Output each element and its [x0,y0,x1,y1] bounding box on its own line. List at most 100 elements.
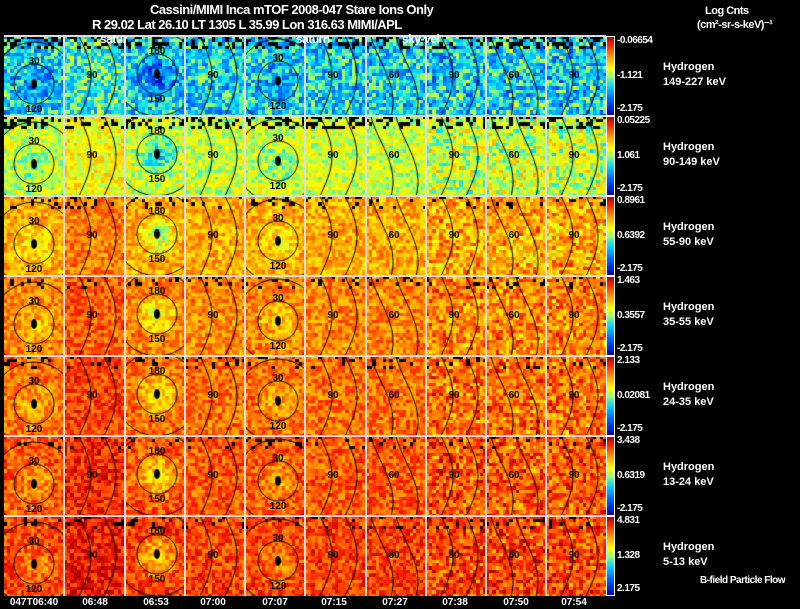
heatmap-panel [185,436,245,516]
heatmap-panel [426,116,486,196]
heatmap-panel [486,196,546,276]
heatmap-panel [245,116,305,196]
contour-label: 120 [25,424,43,435]
contour-label: 90 [207,70,219,81]
contour-label: 30 [28,136,40,147]
colorbar-cmin-label: 2.175 [617,583,640,594]
species-name: Hydrogen [663,221,715,233]
contour-label: 180 [148,286,166,297]
contour-label: 120 [269,581,287,592]
energy-range: 24-35 keV [663,396,714,408]
colorbar-cmin-label: -2.175 [617,423,643,434]
contour-label: 120 [269,421,287,432]
heatmap-panel [486,436,546,516]
colorbar-cmin-label: -2.175 [617,263,643,274]
colorbar-cmid-label: 0.3557 [617,310,645,321]
heatmap-panel [366,196,426,276]
contour-label: 180 [148,126,166,137]
contour-label: 90 [207,310,219,321]
colorbar [606,116,615,196]
species-label: Hydrogen 149-227 keV [663,60,726,90]
heatmap-panel [4,116,64,196]
species-name: Hydrogen [663,541,715,553]
contour-label: 150 [148,414,166,425]
contour-label: 90 [86,70,98,81]
heatmap-panel [64,116,125,196]
colorbar [606,356,615,436]
units-label-2: (cm²-sr-s-keV)⁻¹ [697,19,773,31]
species-name: Hydrogen [663,141,715,153]
column-divider [124,36,126,596]
heatmap-panel [125,436,185,516]
contour-label: 120 [269,341,287,352]
contour-label: 120 [25,104,43,115]
heatmap-panel [366,276,426,356]
heatmap-panel [64,436,125,516]
heatmap-panel [4,356,64,436]
colorbar [606,196,615,276]
heatmap-panel [125,516,185,596]
heatmap-panel [245,436,305,516]
contour-label: 90 [448,390,460,401]
heatmap-panel [366,116,426,196]
colorbar [606,276,615,356]
heatmap-panel [486,116,546,196]
column-divider [545,36,547,596]
heatmap-panel [546,436,606,516]
heatmap-panel [305,356,366,436]
species-name: Hydrogen [663,381,715,393]
contour-label: 30 [28,536,40,547]
species-label: Hydrogen 35-55 keV [663,300,714,330]
heatmap-panel [64,276,125,356]
colorbar-cmid-label: 1.328 [617,550,640,561]
contour-label: 90 [327,550,339,561]
energy-range: 5-13 keV [663,556,708,568]
contour-label: 120 [25,264,43,275]
species-label: Hydrogen 24-35 keV [663,380,714,410]
contour-label: 150 [148,94,166,105]
units-label: Log Cnts [705,5,749,17]
contour-label: 150 [148,494,166,505]
contour-label: 90 [568,550,580,561]
colorbar [606,436,615,516]
colorbar-cmid-label: 0.02081 [617,390,650,401]
heatmap-panel [486,276,546,356]
column-divider [425,36,427,596]
heatmap-panel [546,196,606,276]
contour-label: 30 [28,216,40,227]
contour-label: 60 [388,550,400,561]
contour-label: 60 [508,390,520,401]
heatmap-panel [426,196,486,276]
heatmap-panel [245,196,305,276]
contour-label: 90 [86,390,98,401]
contour-label: 120 [25,584,43,595]
contour-label: 30 [272,373,284,384]
heatmap-panel [4,276,64,356]
contour-label: 120 [269,181,287,192]
x-tick-label: 07:27 [382,597,408,608]
contour-label: 60 [508,550,520,561]
overlay-label-satur: satur [100,32,127,46]
heatmap-panel [426,356,486,436]
x-tick-label: 07:07 [262,597,288,608]
heatmap-panel [305,436,366,516]
contour-label: 90 [86,550,98,561]
heatmap-panel [125,36,185,116]
contour-label: 60 [388,390,400,401]
x-tick-label: 07:50 [503,597,529,608]
heatmap-panel [486,356,546,436]
contour-label: 30 [28,456,40,467]
colorbar-cmid-label: 1.061 [617,150,640,161]
contour-label: 30 [28,376,40,387]
heatmap-panel [305,276,366,356]
contour-label: 150 [148,254,166,265]
heatmap-panel [486,516,546,596]
heatmap-panel [4,36,64,116]
energy-range: 35-55 keV [663,316,714,328]
contour-label: 90 [327,230,339,241]
species-name: Hydrogen [663,461,715,473]
contour-label: 90 [327,310,339,321]
contour-label: 60 [508,310,520,321]
contour-label: 180 [148,366,166,377]
contour-label: 90 [568,390,580,401]
